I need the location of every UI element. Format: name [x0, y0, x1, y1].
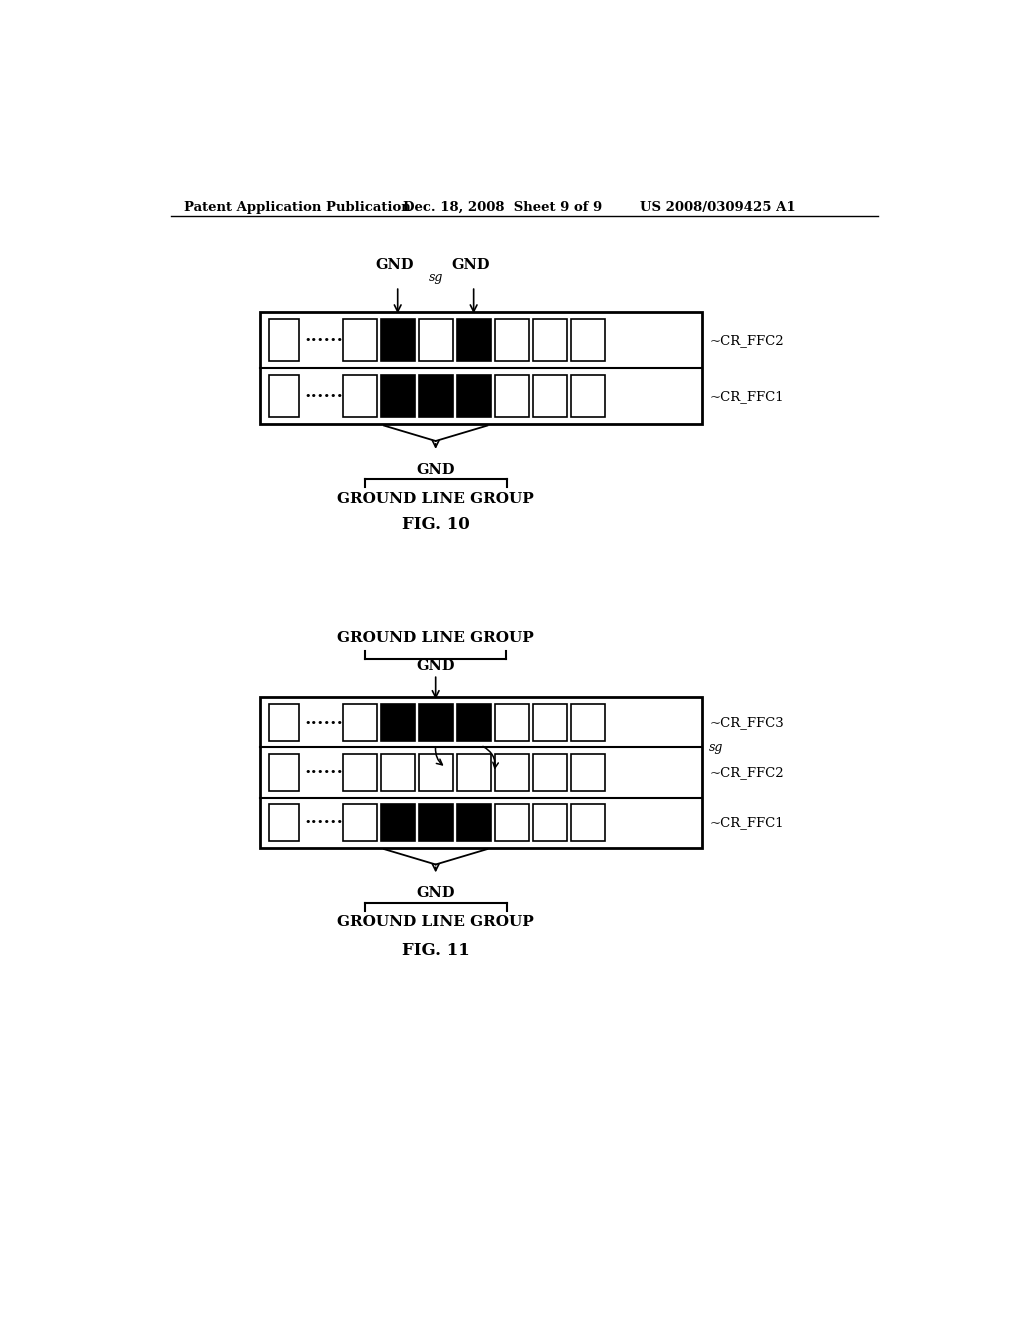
Bar	[570, 375, 604, 417]
Bar	[570, 804, 604, 841]
Bar	[269, 804, 299, 841]
Bar	[532, 754, 566, 792]
Text: ••••••: ••••••	[304, 767, 343, 777]
Bar	[495, 754, 528, 792]
Bar	[532, 375, 566, 417]
Bar	[419, 804, 453, 841]
Bar	[495, 705, 528, 742]
Bar	[381, 754, 415, 792]
Bar	[343, 705, 377, 742]
Text: sg: sg	[710, 741, 724, 754]
Bar	[457, 705, 490, 742]
Bar	[495, 375, 528, 417]
Text: ~CR_FFC2: ~CR_FFC2	[710, 766, 784, 779]
Bar	[381, 319, 415, 362]
Text: GND: GND	[417, 886, 455, 900]
Bar	[381, 804, 415, 841]
Text: US 2008/0309425 A1: US 2008/0309425 A1	[640, 201, 795, 214]
Bar	[419, 705, 453, 742]
Bar	[495, 319, 528, 362]
Bar	[457, 319, 490, 362]
Text: GROUND LINE GROUP: GROUND LINE GROUP	[337, 492, 535, 506]
Bar	[343, 804, 377, 841]
Text: GND: GND	[417, 462, 455, 477]
Bar	[260, 313, 701, 424]
Bar	[343, 375, 377, 417]
Bar	[269, 754, 299, 792]
Text: ••••••: ••••••	[304, 335, 343, 346]
Text: sg: sg	[428, 271, 442, 284]
Text: FIG. 11: FIG. 11	[401, 942, 470, 960]
Bar	[532, 705, 566, 742]
Bar	[457, 754, 490, 792]
Bar	[532, 804, 566, 841]
Bar	[381, 705, 415, 742]
Bar	[532, 319, 566, 362]
Text: ••••••: ••••••	[304, 391, 343, 401]
Text: ••••••: ••••••	[304, 718, 343, 727]
Bar	[419, 319, 453, 362]
Text: GND: GND	[452, 259, 489, 272]
Bar	[269, 319, 299, 362]
Bar	[419, 375, 453, 417]
Bar	[269, 375, 299, 417]
Text: FIG. 10: FIG. 10	[401, 516, 470, 533]
Text: ~CR_FFC1: ~CR_FFC1	[710, 389, 784, 403]
Bar	[495, 804, 528, 841]
Text: Dec. 18, 2008  Sheet 9 of 9: Dec. 18, 2008 Sheet 9 of 9	[403, 201, 602, 214]
Bar	[570, 754, 604, 792]
Bar	[381, 375, 415, 417]
Text: Patent Application Publication: Patent Application Publication	[183, 201, 411, 214]
Text: ~CR_FFC3: ~CR_FFC3	[710, 717, 784, 730]
Text: GND: GND	[417, 659, 455, 673]
Text: GND: GND	[376, 259, 414, 272]
Text: GROUND LINE GROUP: GROUND LINE GROUP	[337, 915, 535, 929]
Text: ••••••: ••••••	[304, 817, 343, 828]
Bar	[570, 705, 604, 742]
Bar	[269, 705, 299, 742]
Bar	[570, 319, 604, 362]
Bar	[457, 375, 490, 417]
Bar	[260, 697, 701, 847]
Bar	[343, 319, 377, 362]
Bar	[457, 804, 490, 841]
Text: ~CR_FFC1: ~CR_FFC1	[710, 816, 784, 829]
Bar	[343, 754, 377, 792]
Bar	[419, 754, 453, 792]
Text: ~CR_FFC2: ~CR_FFC2	[710, 334, 784, 347]
Text: GROUND LINE GROUP: GROUND LINE GROUP	[337, 631, 535, 645]
